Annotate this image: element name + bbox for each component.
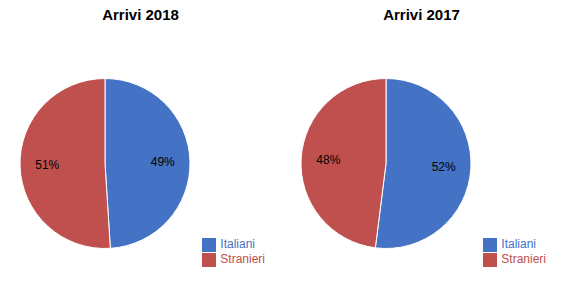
svg-text:49%: 49%: [151, 155, 175, 169]
html-text:Italiani: Italiani: [220, 237, 255, 252]
html-text:Stranieri: Stranieri: [501, 252, 546, 267]
svg-text:51%: 51%: [35, 158, 59, 172]
html-text:Stranieri: Stranieri: [220, 252, 265, 267]
html-text:Arrivi 2018: Arrivi 2018: [102, 6, 179, 23]
html-text:Arrivi 2017: Arrivi 2017: [383, 6, 460, 23]
html-text:Italiani: Italiani: [501, 237, 536, 252]
svg-text:48%: 48%: [316, 153, 340, 167]
svg-text:52%: 52%: [432, 160, 456, 174]
